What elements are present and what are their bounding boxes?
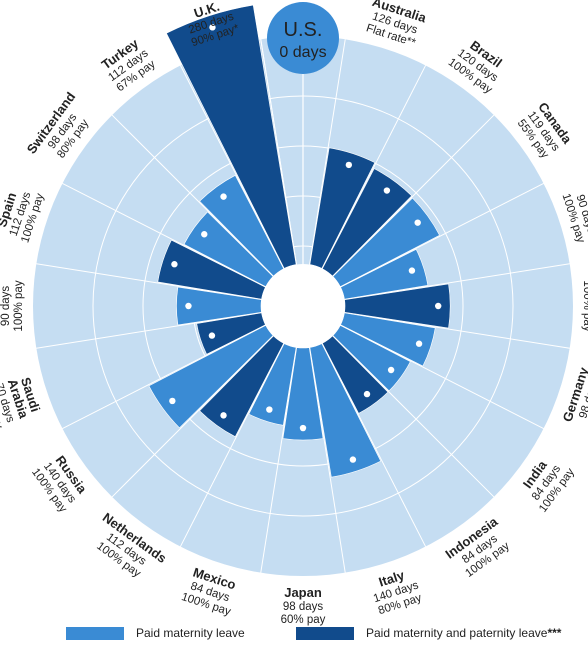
gridline-spoke <box>62 182 266 288</box>
bar-end-dot <box>299 424 307 432</box>
bar-end-dot <box>345 161 353 169</box>
bar-end-dot <box>383 187 391 194</box>
bar-end-dot <box>415 340 423 347</box>
bar-end-dot <box>408 267 416 274</box>
legend-item-maternity: Paid maternity leave <box>66 626 245 640</box>
bar-end-dot <box>363 390 371 398</box>
gridline-spoke <box>36 263 262 300</box>
gridline-spoke <box>340 324 544 430</box>
gridline-spoke <box>260 39 297 265</box>
bar-end-dot <box>201 231 208 238</box>
gridlines <box>36 39 570 573</box>
gridline-spoke <box>111 114 274 277</box>
legend-label-maternity-paternity: Paid maternity and paternity leave <box>366 626 548 640</box>
country-detail: 100% pay <box>13 280 25 331</box>
bars <box>148 4 451 478</box>
legend-label-footnote-marker: *** <box>547 626 562 640</box>
us-bubble-name: U.S. <box>284 19 323 41</box>
gridline-spoke <box>332 335 495 498</box>
gridline-spoke <box>344 312 570 349</box>
bar-end-dot <box>414 219 421 226</box>
gridline-spoke <box>62 324 266 430</box>
bar-end-dot <box>387 366 395 374</box>
gridline-spoke <box>340 182 544 288</box>
bar-end-dot <box>208 332 216 339</box>
gridline-spoke <box>179 65 285 269</box>
gridline-spoke <box>309 347 346 573</box>
gridline-spoke <box>321 65 427 269</box>
country-detail: 98 days <box>283 601 324 613</box>
bar-end-dot <box>349 456 357 463</box>
country-name: Japan <box>284 585 322 600</box>
bar-end-dot <box>209 24 216 31</box>
bar-end-dot <box>266 406 273 413</box>
bar-end-dot <box>220 193 227 200</box>
country-detail: 98 days <box>577 378 588 420</box>
legend-swatch-maternity <box>66 626 124 640</box>
gridline-spoke <box>321 343 427 547</box>
us-bubble-value: 0 days <box>279 44 326 61</box>
legend-item-maternity-paternity: Paid maternity and paternity leave *** <box>296 626 561 640</box>
legend-swatch-maternity-paternity <box>296 626 354 640</box>
us-bubble: U.S. 0 days <box>267 2 339 74</box>
bar-end-dot <box>185 302 192 310</box>
gridline-spoke <box>111 335 274 498</box>
legend-label-maternity: Paid maternity leave <box>136 626 245 640</box>
bar-end-dot <box>435 302 442 310</box>
gridline-spoke <box>344 263 570 300</box>
gridline-spoke <box>36 312 262 349</box>
gridline-spoke <box>260 347 297 573</box>
gridline-spoke <box>309 39 346 265</box>
bar-end-markers <box>169 24 442 463</box>
us-bubble-circle <box>267 2 339 74</box>
bar-end-dot <box>169 397 176 405</box>
center-hub <box>261 264 345 348</box>
bar-end-dot <box>220 412 227 419</box>
gridline-spoke <box>179 343 285 547</box>
country-detail: 100% pay <box>581 280 588 331</box>
country-detail: 90 days <box>0 286 12 327</box>
country-detail: 60% pay <box>281 614 326 626</box>
bar-end-dot <box>171 261 178 268</box>
gridline-spoke <box>332 114 495 277</box>
